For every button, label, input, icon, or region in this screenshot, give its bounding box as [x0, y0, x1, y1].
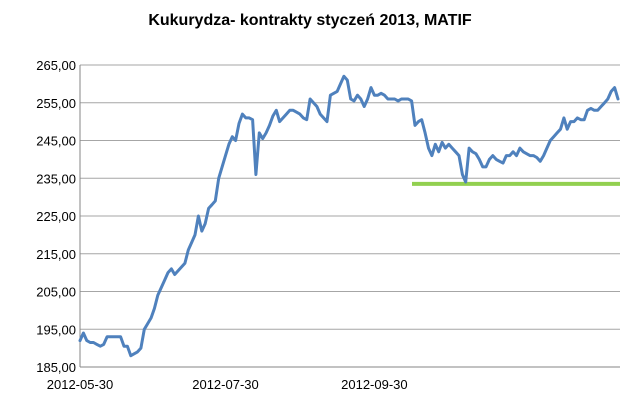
x-tick-label: 2012-07-30: [192, 377, 259, 392]
axes: [79, 65, 620, 368]
chart-title: Kukurydza- kontrakty styczeń 2013, MATIF: [148, 12, 472, 29]
y-tick-label: 185,00: [36, 360, 76, 375]
y-tick-label: 195,00: [36, 322, 76, 337]
gridlines: [80, 64, 620, 330]
y-tick-label: 215,00: [36, 247, 76, 262]
y-tick-label: 205,00: [36, 285, 76, 300]
y-tick-label: 255,00: [36, 96, 76, 111]
y-tick-label: 225,00: [36, 209, 76, 224]
y-tick-label: 245,00: [36, 134, 76, 149]
x-tick-label: 2012-09-30: [341, 377, 408, 392]
x-tick-label: 2012-05-30: [47, 377, 114, 392]
x-tick-labels: 2012-05-30 2012-07-30 2012-09-30: [47, 377, 408, 392]
y-tick-labels: 185,00 195,00 205,00 215,00 225,00 235,00 245,…: [36, 58, 76, 375]
y-tick-label: 265,00: [36, 58, 76, 73]
y-tick-label: 235,00: [36, 171, 76, 186]
series-layer: [78, 74, 620, 358]
price-series-line: [78, 74, 620, 358]
